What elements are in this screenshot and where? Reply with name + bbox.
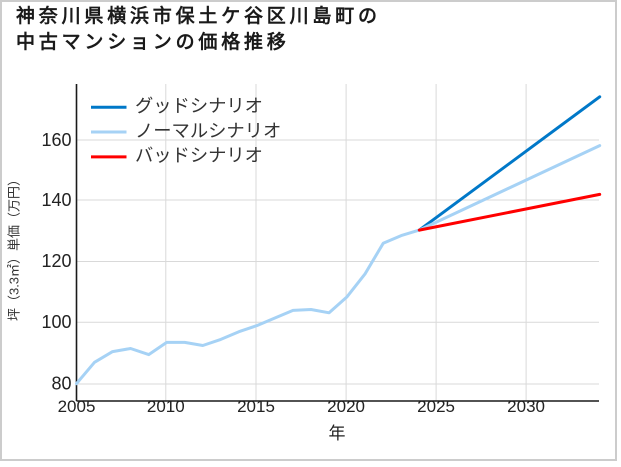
svg-text:2025: 2025 <box>417 397 455 416</box>
svg-text:160: 160 <box>41 130 71 150</box>
svg-text:100: 100 <box>41 312 71 332</box>
svg-text:グッドシナリオ: グッドシナリオ <box>135 95 263 116</box>
svg-text:年: 年 <box>329 424 346 443</box>
svg-text:2015: 2015 <box>237 397 275 416</box>
svg-text:ノーマルシナリオ: ノーマルシナリオ <box>135 120 281 141</box>
svg-text:2005: 2005 <box>58 397 96 416</box>
svg-text:140: 140 <box>41 190 71 210</box>
svg-text:2010: 2010 <box>147 397 185 416</box>
svg-text:2030: 2030 <box>507 397 545 416</box>
svg-text:120: 120 <box>41 251 71 271</box>
svg-text:2020: 2020 <box>327 397 365 416</box>
svg-text:バッドシナリオ: バッドシナリオ <box>135 145 263 166</box>
svg-text:80: 80 <box>51 374 71 394</box>
